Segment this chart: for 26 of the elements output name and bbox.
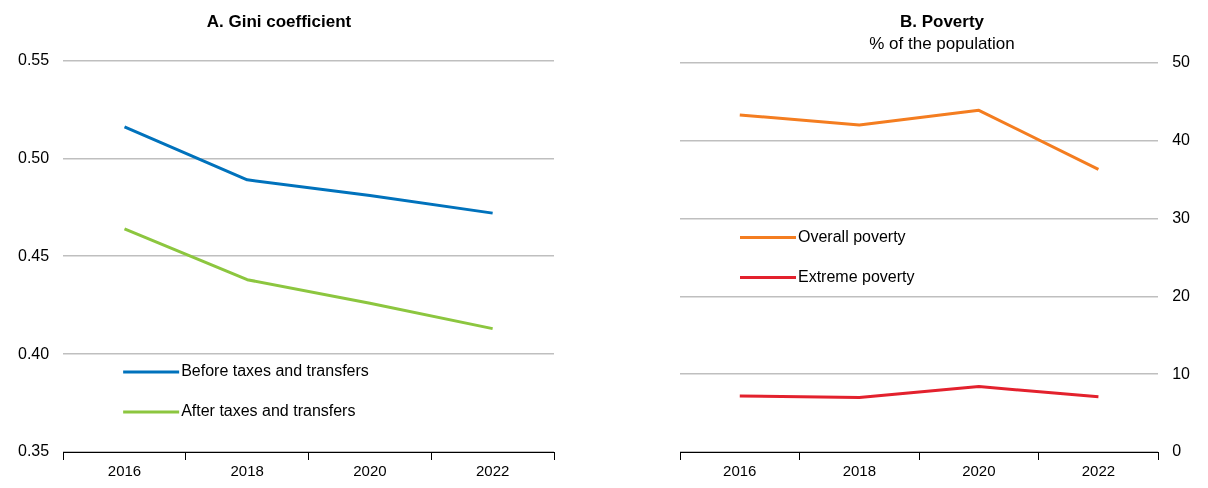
y-tick-label: 0.50 <box>18 148 50 166</box>
x-tick-label: 2018 <box>230 462 264 480</box>
y-tick-label: 0 <box>1172 442 1182 460</box>
chart-title: A. Gini coefficient <box>206 11 352 31</box>
chart-subtitle: % of the population <box>869 34 1015 54</box>
y-tick-label: 40 <box>1172 131 1191 149</box>
x-tick-label: 2020 <box>353 462 387 480</box>
y-tick-label: 30 <box>1172 208 1191 226</box>
x-tick-label: 2022 <box>1081 462 1116 480</box>
y-tick-label: 0.35 <box>18 442 50 460</box>
legend-label: Before taxes and transfers <box>181 362 369 380</box>
y-tick-label: 0.45 <box>18 246 50 264</box>
x-tick-label: 2020 <box>962 462 996 480</box>
legend-label: Overall poverty <box>798 227 906 245</box>
legend-label: After taxes and transfers <box>181 402 356 420</box>
y-tick-label: 20 <box>1172 286 1191 304</box>
chart-title: B. Poverty <box>899 11 985 31</box>
x-tick-label: 2022 <box>475 462 510 480</box>
legend-label: Extreme poverty <box>798 267 915 285</box>
x-tick-label: 2016 <box>107 462 142 480</box>
x-tick-label: 2018 <box>842 462 877 480</box>
y-tick-label: 10 <box>1172 364 1191 382</box>
x-tick-label: 2016 <box>723 462 757 480</box>
y-tick-label: 50 <box>1172 53 1191 71</box>
y-tick-label: 0.40 <box>18 344 50 362</box>
y-tick-label: 0.55 <box>18 50 50 68</box>
